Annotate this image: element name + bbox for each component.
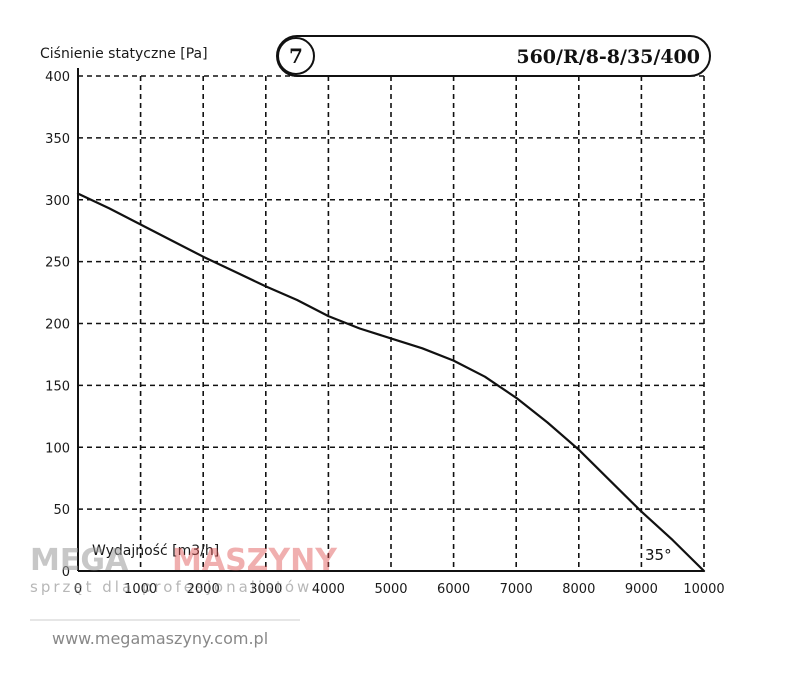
x-tick-label-1: 1000: [124, 582, 157, 597]
y-axis-label: Ciśnienie statyczne [Pa]: [40, 46, 208, 62]
watermark-logo: MEGA MASZYNY sprzęt dla profesjonalistów…: [30, 543, 338, 648]
x-tick-label-6: 6000: [437, 582, 470, 597]
x-tick-label-0: 0: [74, 582, 82, 597]
curve-number: 7: [289, 44, 303, 68]
watermark-brand-maszyny: MASZYNY: [172, 543, 338, 578]
x-tick-label-10: 10000: [683, 582, 724, 597]
performance-curve: [76, 192, 706, 573]
y-tick-label-6: 300: [45, 194, 70, 209]
x-tick-label-7: 7000: [500, 582, 533, 597]
grid-lines: [78, 76, 704, 571]
y-tick-label-7: 350: [45, 132, 70, 147]
x-tick-label-5: 5000: [374, 582, 407, 597]
x-tick-label-8: 8000: [562, 582, 595, 597]
y-tick-label-0: 0: [62, 565, 70, 580]
model-designation: 560/R/8-8/35/400: [516, 46, 700, 68]
curve-number-circle: [277, 37, 315, 75]
y-tick-label-2: 100: [45, 441, 70, 456]
watermark-url: www.megamaszyny.com.pl: [52, 629, 268, 648]
series-line: [76, 192, 706, 573]
watermark-slogan: sprzęt dla profesjonalistów: [30, 578, 312, 596]
x-tick-label-3: 3000: [249, 582, 282, 597]
x-tick-labels: 0 1000 2000 3000 4000 5000 6000 7000 8000 9000 100…: [74, 582, 725, 597]
x-tick-label-4: 4000: [312, 582, 345, 597]
y-tick-label-3: 150: [45, 379, 70, 394]
plot-frame: [77, 68, 705, 572]
watermark-brand-mega: MEGA: [30, 543, 129, 578]
y-tick-label-5: 250: [45, 256, 70, 271]
y-tick-label-4: 200: [45, 318, 70, 333]
blade-angle-annotation: 35°: [645, 546, 672, 564]
x-axis-label: Wydajność [m3/h]: [92, 543, 219, 559]
x-tick-label-9: 9000: [625, 582, 658, 597]
y-tick-label-1: 50: [53, 503, 70, 518]
y-tick-labels: 0 50 100 150 200 250 300 350 400: [45, 70, 70, 580]
x-tick-label-2: 2000: [187, 582, 220, 597]
y-tick-label-8: 400: [45, 70, 70, 85]
